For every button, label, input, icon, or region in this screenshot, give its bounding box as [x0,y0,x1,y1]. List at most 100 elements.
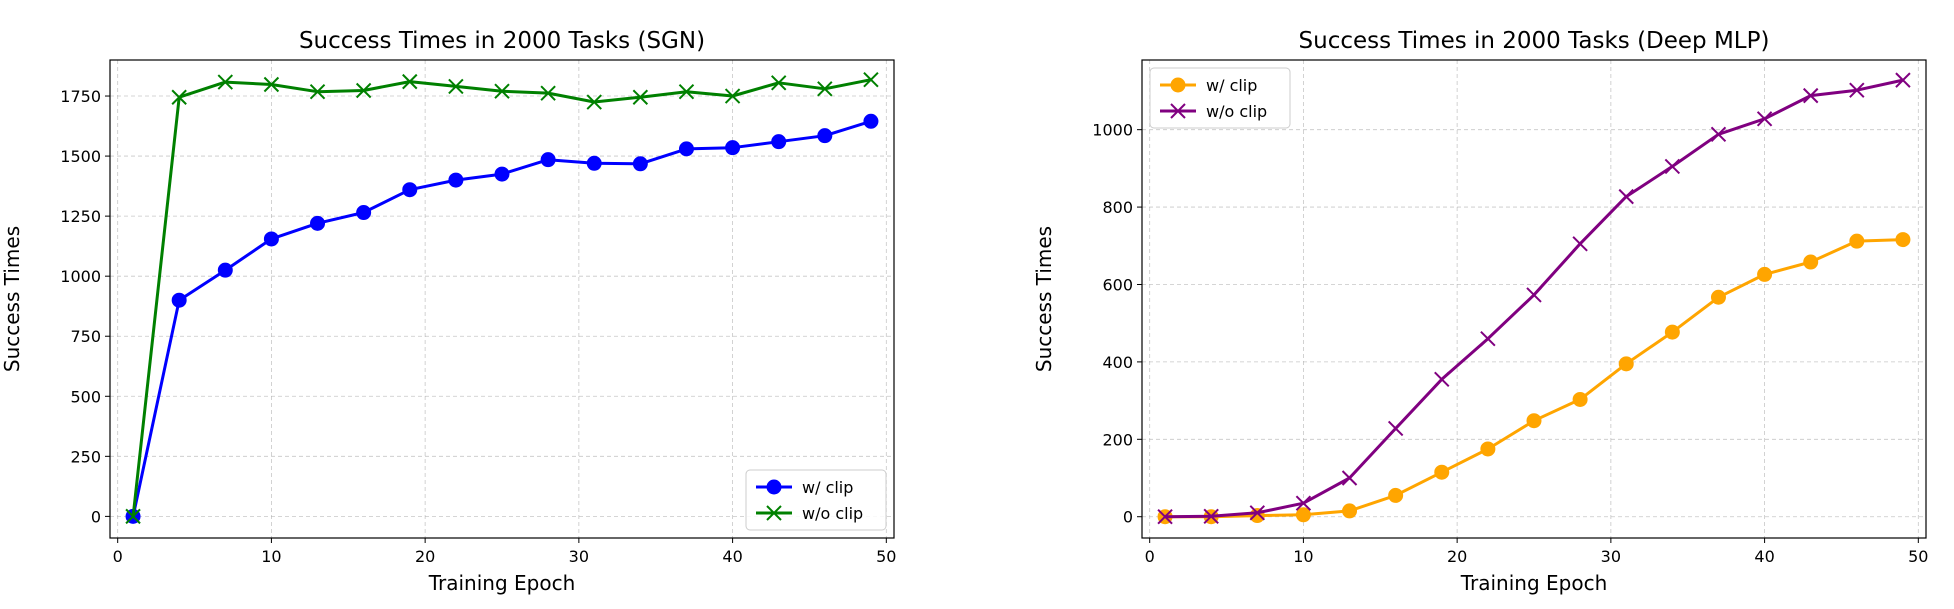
y-tick-label: 1000 [60,267,101,286]
y-tick-label: 250 [70,447,101,466]
data-point [1249,505,1265,521]
data-point [678,141,694,157]
y-axis-label: Success Times [0,226,24,372]
y-tick-label: 200 [1102,430,1133,449]
y-tick-label: 1250 [60,207,101,226]
y-tick-label: 0 [91,507,101,526]
y-tick-label: 1000 [1092,121,1133,140]
data-point [171,89,187,105]
x-tick-label: 40 [722,547,742,566]
legend-marker [1170,77,1186,93]
data-point [1849,233,1865,249]
data-point [1849,82,1865,98]
data-point [1342,503,1358,519]
data-point [1526,413,1542,429]
data-point [817,81,833,97]
data-point [125,508,141,525]
x-tick-label: 20 [1447,547,1467,566]
legend-label: w/o clip [802,504,863,523]
plot-frame [109,59,895,539]
y-tick-label: 1500 [60,147,101,166]
data-point [586,155,602,171]
legend: w/ clip w/o clip [745,469,887,531]
data-point [1572,236,1588,252]
chart-panel-2: 0 10 20 30 40 50 0 200 400 600 800 1000 Success Time… [1032,28,1928,595]
series-w-o-clip [1157,72,1911,525]
legend-marker [1170,103,1186,119]
legend-label: w/ clip [1206,76,1257,95]
y-tick-label: 600 [1102,275,1133,294]
series-line [1165,238,1903,519]
series-line [1165,78,1904,519]
data-point [1295,495,1312,511]
data-point [540,85,556,101]
data-point [770,75,787,91]
legend-marker [766,479,782,495]
x-tick-label: 40 [1754,547,1774,566]
data-point [771,134,787,150]
y-tick-label: 0 [1123,508,1133,527]
legend-marker [766,505,782,521]
data-point [540,152,556,168]
data-point [1341,470,1358,486]
data-point [1895,72,1911,88]
legend-label: w/o clip [1206,102,1267,121]
x-tick-label: 10 [261,547,281,566]
data-point [1434,464,1450,480]
data-point [1203,508,1219,525]
data-point [494,83,510,99]
data-point [1664,324,1680,340]
data-point [1387,420,1404,437]
data-point [494,166,510,182]
legend: w/ clip w/o clip [1149,67,1291,129]
data-point [863,113,879,129]
data-point [263,76,280,93]
chart-title: Success Times in 2000 Tasks (SGN) [299,28,705,54]
data-point [1803,87,1819,104]
y-tick-label: 500 [70,387,101,406]
chart-panel-1: 0 10 20 30 40 5002505007501000125015001750Suc… [0,28,896,595]
data-point [1618,188,1634,205]
data-point [1434,371,1450,388]
y-tick-label: 800 [1102,198,1133,217]
data-point [725,140,741,156]
data-point [817,128,833,144]
data-point [1480,330,1496,347]
x-tick-label: 20 [415,547,435,566]
data-point [309,83,326,100]
data-point [678,83,695,100]
data-point [402,182,418,198]
data-point [448,172,464,188]
data-point [863,71,879,88]
x-tick-label: 10 [1293,547,1313,566]
data-point [1710,289,1726,305]
data-point [1664,158,1681,175]
x-tick-label: 50 [876,547,896,566]
x-tick-label: 0 [1145,547,1155,566]
series-w-clip [125,113,879,524]
x-tick-label: 30 [569,547,589,566]
data-point [632,89,649,105]
data-point [310,215,326,231]
y-tick-label: 400 [1102,353,1133,372]
plot-frame [1141,59,1927,539]
data-point [1295,507,1311,523]
data-point [448,78,464,95]
x-axis-label: Training Epoch [428,571,576,595]
data-point [171,292,187,308]
data-point [217,262,233,278]
data-point [1895,232,1911,248]
series-w-o-clip [125,71,879,525]
data-point [1157,509,1173,525]
data-point [632,156,648,172]
data-point [1526,287,1542,303]
data-point [1757,266,1773,282]
data-point [1480,441,1496,457]
chart-title: Success Times in 2000 Tasks (Deep MLP) [1299,28,1770,54]
data-point [402,73,418,90]
x-tick-label: 50 [1908,547,1928,566]
data-point [355,82,372,99]
data-point [217,74,234,90]
